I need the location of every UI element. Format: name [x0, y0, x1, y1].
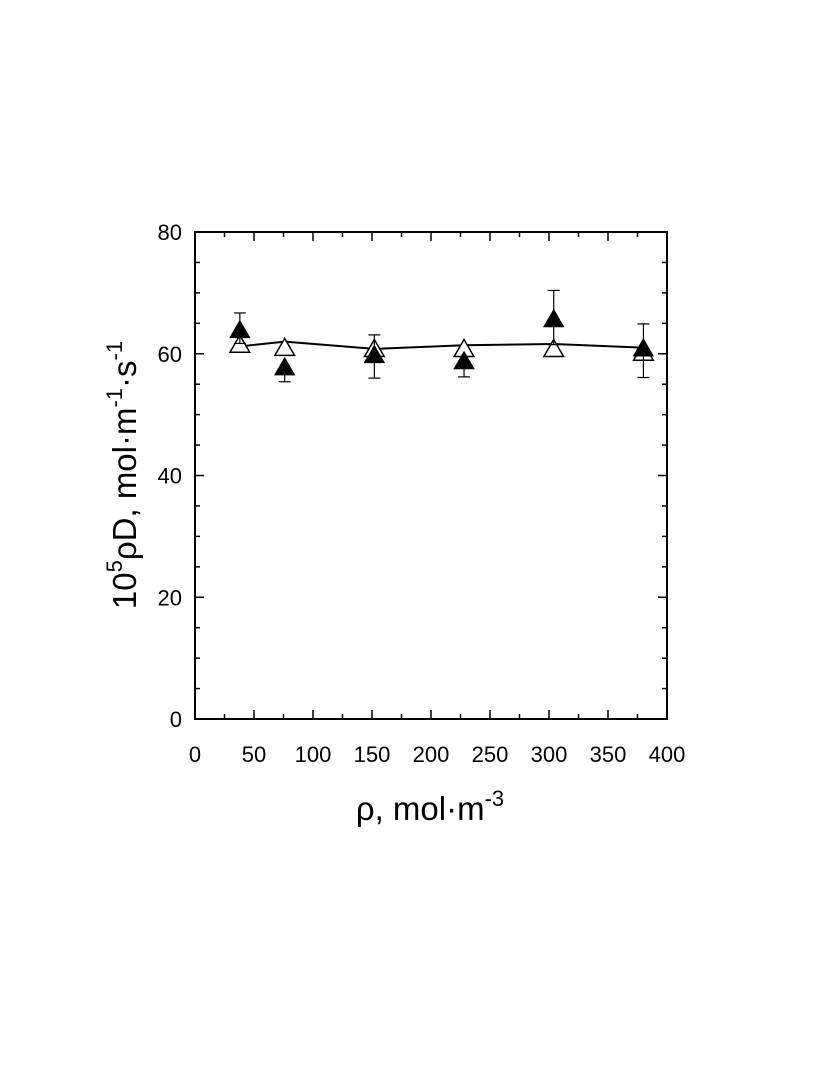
fit-line: [239, 340, 644, 350]
y-axis-title-sup3: -1: [102, 341, 127, 361]
x-tick-label: 100: [295, 742, 332, 767]
y-axis-title-part3: ·s: [106, 360, 143, 388]
y-tick-label: 40: [158, 464, 182, 489]
axis-tick-labels: 0 50 100 150 200 250 300 350 400 0 20 40 60 80: [158, 220, 686, 767]
y-tick-label: 60: [158, 342, 182, 367]
open-triangle-point: [273, 336, 296, 357]
open-triangle-point: [542, 338, 565, 358]
x-axis-title-base: ρ, mol·m: [356, 790, 485, 827]
filled-triangle-point: [632, 337, 655, 357]
plot-frame: [194, 231, 668, 720]
filled-triangle-point: [229, 319, 251, 339]
x-tick-label: 150: [354, 742, 391, 767]
y-axis-title-sup2: -1: [102, 388, 127, 408]
x-tick-label: 350: [590, 742, 627, 767]
x-tick-label: 300: [531, 742, 568, 767]
filled-triangle-point: [453, 350, 475, 370]
axis-ticks: [194, 231, 668, 720]
filled-triangle-point: [542, 308, 565, 328]
x-tick-label: 250: [472, 742, 509, 767]
x-tick-label: 0: [189, 742, 201, 767]
series-layer: [228, 289, 655, 383]
y-tick-label: 80: [158, 220, 182, 245]
y-axis-title-part2: ρD, mol·m: [106, 408, 143, 561]
x-axis-title-sup: -3: [485, 786, 505, 811]
y-axis-title-part1: 10: [106, 572, 143, 609]
x-tick-label: 50: [242, 742, 266, 767]
x-tick-label: 400: [649, 742, 686, 767]
y-tick-label: 0: [170, 707, 182, 732]
y-axis-title-sup1: 5: [102, 560, 127, 572]
filled-triangle-point: [363, 344, 386, 364]
x-axis-title: ρ, mol·m-3: [356, 786, 504, 827]
y-tick-label: 20: [158, 585, 182, 610]
filled-triangle-point: [273, 356, 296, 376]
x-tick-label: 200: [413, 742, 450, 767]
y-axis-title: 105ρD, mol·m-1·s-1: [102, 341, 143, 609]
